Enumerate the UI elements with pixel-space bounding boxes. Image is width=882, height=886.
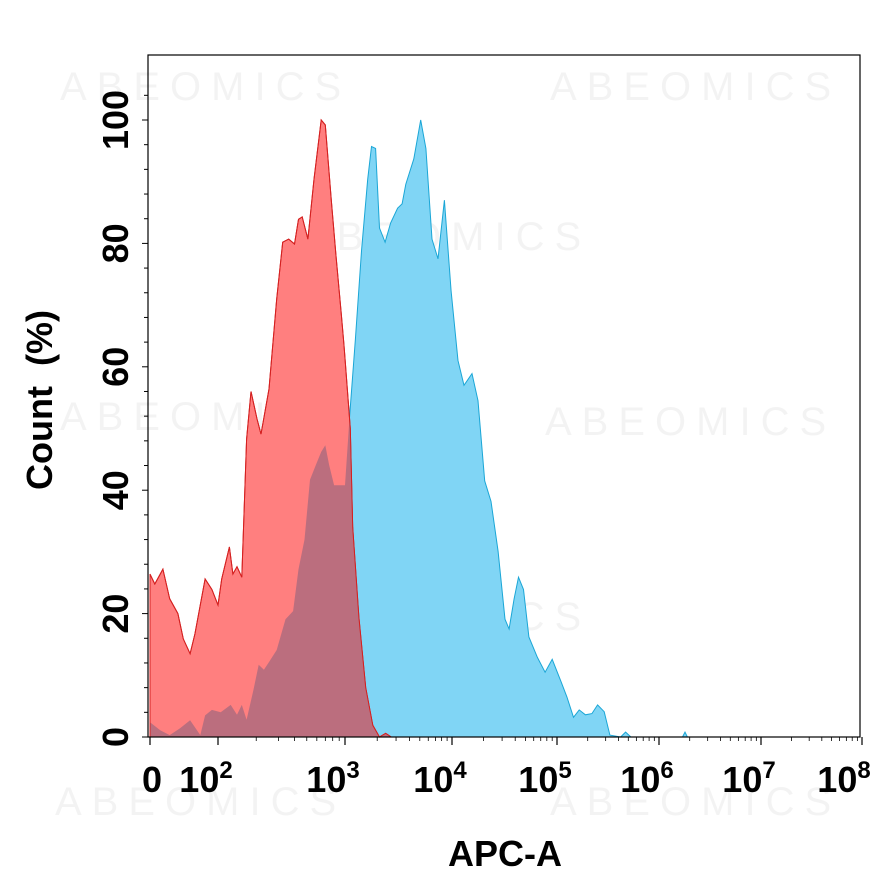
plot-frame (147, 54, 861, 738)
y-tick-label: 60 (95, 347, 136, 387)
x-tick-label: 103 (306, 757, 359, 800)
watermark-text: ABEOMICS (60, 65, 351, 109)
watermark-text: ABEOMICS (550, 780, 841, 824)
y-tick-label: 40 (95, 470, 136, 510)
x-tick-label: 108 (817, 757, 870, 800)
x-tick-label: 105 (518, 757, 571, 800)
x-tick-label: 0 (142, 759, 162, 800)
y-tick-label: 100 (95, 90, 136, 150)
y-axis: 0 20 40 60 80 100 (95, 90, 148, 747)
x-tick-label: 102 (179, 757, 232, 800)
y-tick-label: 0 (95, 727, 136, 747)
plot-area (149, 118, 688, 738)
x-tick-label: 104 (413, 757, 467, 800)
y-tick-label: 20 (95, 594, 136, 634)
watermark-text: ABEOMICS (55, 780, 346, 824)
x-tick-label: 107 (722, 757, 775, 800)
y-tick-label: 80 (95, 223, 136, 263)
series-red-line (149, 118, 393, 738)
x-axis: 0 102 103 104 105 106 107 108 (142, 737, 871, 800)
watermark-text: ABEOMICS (545, 400, 836, 444)
watermark-text: ABEOMICS (550, 65, 841, 109)
y-axis-label: Count (%) (19, 310, 60, 490)
x-tick-label: 106 (620, 757, 673, 800)
x-axis-label: APC-A (448, 833, 562, 874)
